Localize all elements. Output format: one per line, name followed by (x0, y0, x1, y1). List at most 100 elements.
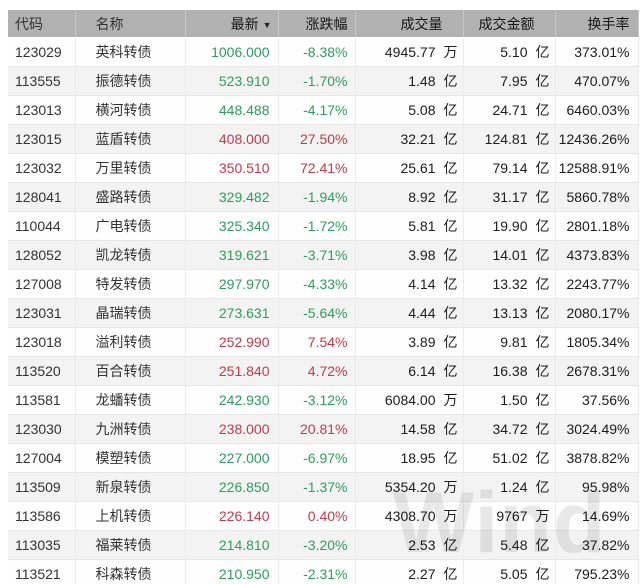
header-code[interactable]: 代码 (8, 10, 76, 38)
table-row[interactable]: 123032 万里转债 350.510 72.41% 25.61 亿 79.14 亿… (8, 153, 639, 183)
table-row[interactable]: 113509 新泉转债 226.850 -1.37% 5354.20 万 1.24… (8, 472, 639, 502)
bond-code: 113555 (8, 66, 76, 96)
bond-name: 横河转债 (75, 95, 186, 125)
turnover-rate: 12436.26% (555, 124, 639, 154)
turnover-rate: 3878.82% (555, 443, 639, 473)
volume-cell: 5.81 亿 (355, 211, 464, 241)
table-row[interactable]: 127008 特发转债 297.970 -4.33% 4.14 亿 13.32 亿 … (8, 269, 639, 299)
amount-value: 24.71 (492, 102, 528, 118)
volume-value: 5.81 (408, 218, 436, 234)
amount-unit: 亿 (535, 218, 550, 234)
table-row[interactable]: 123018 溢利转债 252.990 7.54% 3.89 亿 9.81 亿 18… (8, 327, 639, 357)
amount-unit: 亿 (535, 450, 550, 466)
volume-cell: 25.61 亿 (355, 153, 464, 183)
bond-name: 新泉转债 (75, 472, 186, 502)
header-amount[interactable]: 成交金额 (463, 10, 556, 38)
header-name[interactable]: 名称 (75, 10, 186, 38)
header-price-sorted[interactable]: 最新 ▼ (185, 10, 279, 38)
amount-value: 13.13 (492, 305, 528, 321)
turnover-rate: 3024.49% (555, 414, 639, 444)
change-percent: -6.97% (278, 443, 356, 473)
amount-unit: 亿 (535, 334, 550, 350)
latest-price: 226.850 (185, 472, 279, 502)
amount-cell: 124.81 亿 (463, 124, 556, 154)
amount-cell: 7.95 亿 (463, 66, 556, 96)
amount-value: 79.14 (492, 160, 528, 176)
turnover-rate: 2243.77% (555, 269, 639, 299)
volume-cell: 6.14 亿 (355, 356, 464, 386)
turnover-rate: 1805.34% (555, 327, 639, 357)
table-row[interactable]: 113555 振德转债 523.910 -1.70% 1.48 亿 7.95 亿 4… (8, 66, 639, 96)
amount-value: 9.81 (500, 334, 528, 350)
turnover-rate: 12588.91% (555, 153, 639, 183)
table-row[interactable]: 110044 广电转债 325.340 -1.72% 5.81 亿 19.90 亿 … (8, 211, 639, 241)
table-row[interactable]: 123013 横河转债 448.488 -4.17% 5.08 亿 24.71 亿 … (8, 95, 639, 125)
table-row[interactable]: 123029 英科转债 1006.000 -8.38% 4945.77 万 5.1… (8, 37, 639, 67)
bond-name: 特发转债 (75, 269, 186, 299)
table-row[interactable]: 123030 九洲转债 238.000 20.81% 14.58 亿 34.72 亿… (8, 414, 639, 444)
change-percent: -1.70% (278, 66, 356, 96)
amount-value: 1.24 (500, 479, 528, 495)
table-row[interactable]: 123015 蓝盾转债 408.000 27.50% 32.21 亿 124.81… (8, 124, 639, 154)
bond-name: 九洲转债 (75, 414, 186, 444)
volume-cell: 5.08 亿 (355, 95, 464, 125)
table-row[interactable]: 113521 科森转债 210.950 -2.31% 2.27 亿 5.05 亿 7… (8, 559, 639, 584)
volume-unit: 亿 (443, 218, 458, 234)
latest-price: 210.950 (185, 559, 279, 584)
bond-name: 科森转债 (75, 559, 186, 584)
volume-value: 4308.70 (384, 508, 436, 524)
amount-cell: 13.13 亿 (463, 298, 556, 328)
header-volume[interactable]: 成交量 (355, 10, 464, 38)
amount-unit: 亿 (535, 305, 550, 321)
volume-cell: 4.14 亿 (355, 269, 464, 299)
amount-value: 16.38 (492, 363, 528, 379)
table-row[interactable]: 113520 百合转债 251.840 4.72% 6.14 亿 16.38 亿 2… (8, 356, 639, 386)
change-percent: -2.31% (278, 559, 356, 584)
change-percent: 20.81% (278, 414, 356, 444)
volume-value: 18.95 (400, 450, 436, 466)
header-change[interactable]: 涨跌幅 (278, 10, 356, 38)
header-code-label: 代码 (15, 15, 43, 32)
amount-value: 31.17 (492, 189, 528, 205)
volume-unit: 亿 (443, 189, 458, 205)
volume-unit: 亿 (443, 102, 458, 118)
volume-cell: 18.95 亿 (355, 443, 464, 473)
bond-name: 百合转债 (75, 356, 186, 386)
latest-price: 273.631 (185, 298, 279, 328)
change-percent: -1.94% (278, 182, 356, 212)
turnover-rate: 795.23% (555, 559, 639, 584)
turnover-rate: 4373.83% (555, 240, 639, 270)
table-row[interactable]: 113586 上机转债 226.140 0.40% 4308.70 万 9767 万… (8, 501, 639, 531)
change-percent: 27.50% (278, 124, 356, 154)
bond-code: 123030 (8, 414, 76, 444)
volume-value: 4.44 (408, 305, 436, 321)
amount-cell: 51.02 亿 (463, 443, 556, 473)
header-turnover[interactable]: 换手率 (555, 10, 639, 38)
bond-code: 127004 (8, 443, 76, 473)
header-turnover-label: 换手率 (587, 15, 630, 32)
amount-value: 34.72 (492, 421, 528, 437)
table-row[interactable]: 123031 晶瑞转债 273.631 -5.64% 4.44 亿 13.13 亿 … (8, 298, 639, 328)
table-row[interactable]: 113581 龙蟠转债 242.930 -3.12% 6084.00 万 1.50… (8, 385, 639, 415)
change-percent: -3.20% (278, 530, 356, 560)
bond-code: 123032 (8, 153, 76, 183)
volume-unit: 亿 (443, 247, 458, 263)
amount-unit: 亿 (535, 566, 550, 582)
change-percent: 4.72% (278, 356, 356, 386)
bond-code: 123013 (8, 95, 76, 125)
table-row[interactable]: 128041 盛路转债 329.482 -1.94% 8.92 亿 31.17 亿 … (8, 182, 639, 212)
bond-code: 113586 (8, 501, 76, 531)
table-row[interactable]: 127004 模塑转债 227.000 -6.97% 18.95 亿 51.02 亿… (8, 443, 639, 473)
change-percent: -8.38% (278, 37, 356, 67)
bond-code: 123015 (8, 124, 76, 154)
latest-price: 408.000 (185, 124, 279, 154)
bond-quote-table: 代码 名称 最新 ▼ 涨跌幅 成交量 成交金额 换手率 123029 英科转债 1… (8, 10, 639, 584)
header-change-label: 涨跌幅 (305, 15, 348, 32)
table-row[interactable]: 113035 福莱转债 214.810 -3.20% 2.53 亿 5.48 亿 3… (8, 530, 639, 560)
amount-cell: 9767 万 (463, 501, 556, 531)
table-row[interactable]: 128052 凯龙转债 319.621 -3.71% 3.98 亿 14.01 亿 … (8, 240, 639, 270)
volume-value: 25.61 (400, 160, 436, 176)
change-percent: -5.64% (278, 298, 356, 328)
bond-name: 盛路转债 (75, 182, 186, 212)
